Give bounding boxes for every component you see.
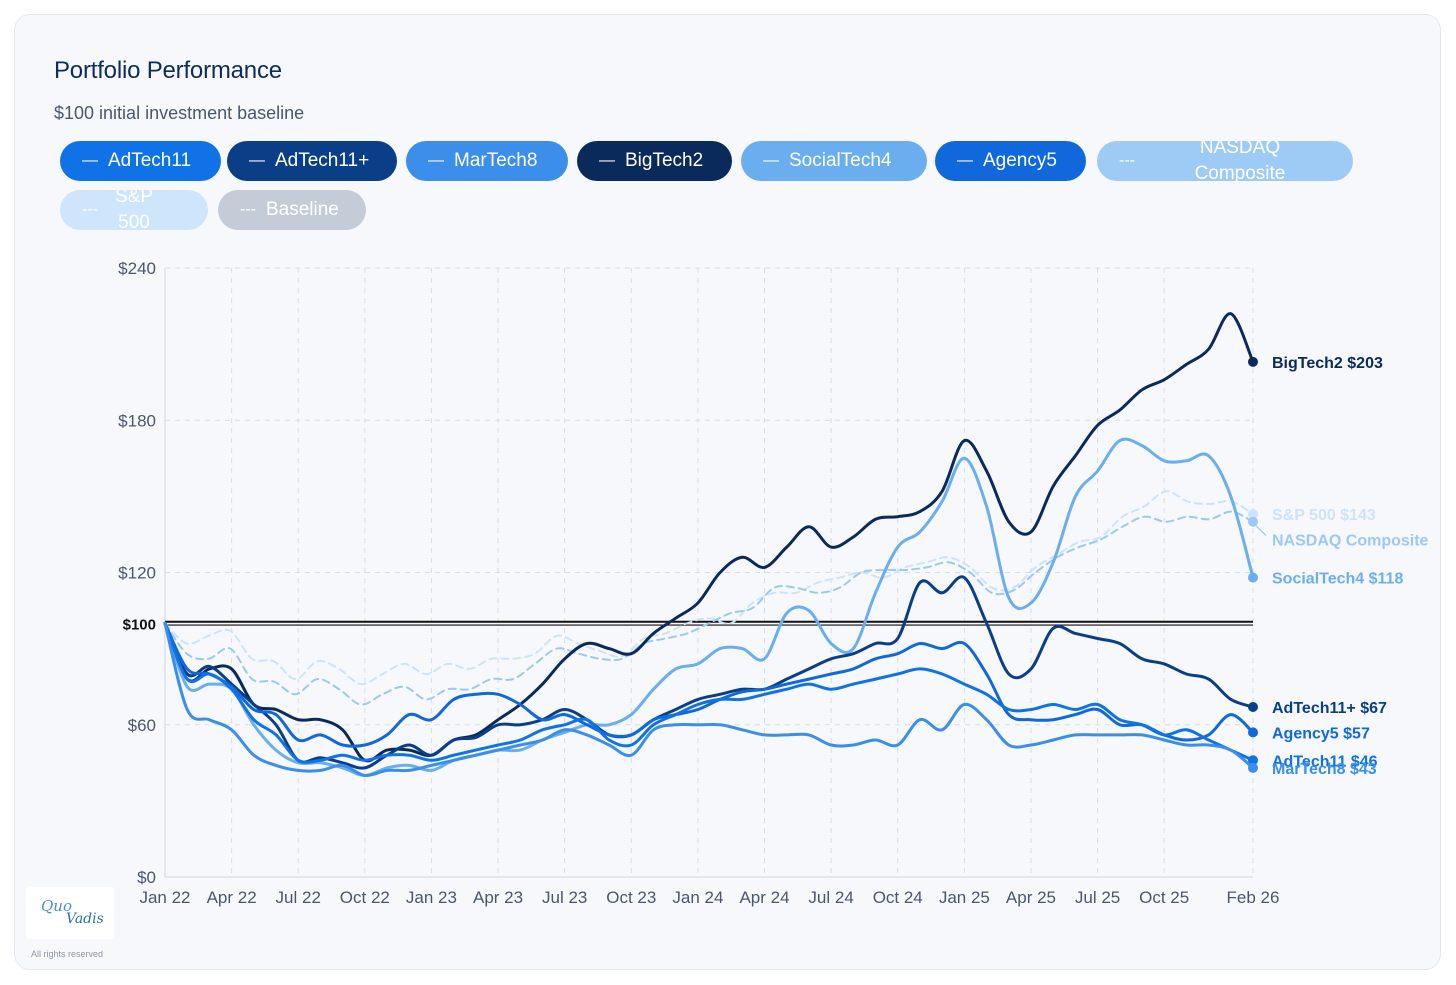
- series-end-marker: [1248, 509, 1258, 520]
- logo-text-vadis: Vadis: [66, 911, 104, 927]
- x-tick-label: Jan 23: [406, 888, 457, 907]
- legend-marker: ---: [1119, 152, 1135, 169]
- legend-label: S&P 500: [114, 190, 153, 230]
- x-tick-label: Jul 23: [542, 888, 587, 907]
- series-end-label: S&P 500 $143: [1272, 507, 1376, 524]
- logo-text-quo: Quo: [41, 897, 72, 915]
- x-tick-label: Apr 22: [207, 888, 257, 907]
- series-line-s-p-500: [164, 490, 1254, 686]
- y-tick-label: $240: [118, 259, 156, 278]
- x-tick-label: Apr 25: [1006, 888, 1056, 907]
- x-tick-label: Jan 24: [672, 888, 723, 907]
- series-end-marker: [1248, 356, 1258, 367]
- series-end-label: AdTech11 $46: [1272, 753, 1378, 770]
- legend-pill-nasdaq[interactable]: --- NASDAQ Composite: [1097, 141, 1353, 181]
- series-end-marker: [1248, 762, 1258, 773]
- legend-label: Baseline: [265, 199, 339, 220]
- series-line-nasdaq-composite: [164, 510, 1254, 706]
- y-tick-label: $60: [128, 716, 156, 735]
- legend-pill-adtech11[interactable]: — AdTech11: [60, 141, 221, 181]
- x-tick-label: Jul 22: [276, 888, 321, 907]
- legend-marker: —: [599, 152, 615, 169]
- legend-marker: —: [249, 152, 265, 169]
- x-tick-label: Jul 24: [808, 888, 853, 907]
- legend-label: Agency5: [983, 150, 1057, 171]
- legend-label: MarTech8: [454, 150, 538, 171]
- legend-label: SocialTech4: [789, 150, 892, 171]
- x-tick-label: Feb 26: [1227, 888, 1280, 907]
- x-tick-label: Jan 22: [139, 888, 190, 907]
- x-tick-label: Oct 24: [873, 888, 923, 907]
- series-line-adtech11: [163, 621, 1255, 764]
- legend-pill-martech8[interactable]: — MarTech8: [406, 141, 568, 181]
- series-end-label: AdTech11+ $67: [1272, 700, 1387, 717]
- series-end-label: NASDAQ Composite: [1272, 533, 1429, 550]
- legend-marker: —: [82, 152, 98, 169]
- legend-label: NASDAQ Composite: [1194, 141, 1286, 181]
- legend-marker: —: [428, 152, 444, 169]
- legend-pill-bigtech2[interactable]: — BigTech2: [577, 141, 732, 181]
- legend-pill-socialtech4[interactable]: — SocialTech4: [741, 141, 927, 181]
- series-end-label: SocialTech4 $118: [1272, 571, 1403, 588]
- legend-pill-sp500[interactable]: --- S&P 500: [60, 190, 208, 230]
- legend-pill-agency5[interactable]: — Agency5: [935, 141, 1086, 181]
- x-tick-label: Oct 23: [606, 888, 656, 907]
- series-end-label: MarTech8 $43: [1272, 761, 1377, 778]
- y-tick-label: $180: [118, 411, 156, 430]
- chart-subtitle: $100 initial investment baseline: [54, 103, 305, 123]
- legend-marker: ---: [82, 201, 98, 218]
- quo-vadis-logo: Quo Vadis: [26, 887, 114, 939]
- series-end-label: BigTech2 $203: [1272, 355, 1383, 372]
- x-tick-label: Oct 22: [340, 888, 390, 907]
- legend-pill-adtech11-plus[interactable]: — AdTech11+: [227, 141, 397, 181]
- series-end-marker: [1248, 701, 1258, 712]
- x-tick-label: Jul 25: [1075, 888, 1120, 907]
- chart-title: Portfolio Performance: [54, 57, 282, 84]
- x-tick-label: Oct 25: [1139, 888, 1189, 907]
- legend-label: AdTech11: [108, 150, 192, 171]
- series-line-socialtech4: [163, 437, 1255, 777]
- series-end-marker: [1248, 755, 1258, 766]
- legend-label: AdTech11+: [275, 150, 370, 171]
- legend-label: BigTech2: [625, 150, 704, 171]
- series-end-marker: [1248, 572, 1258, 583]
- x-tick-label: Apr 24: [739, 888, 789, 907]
- y-tick-label: $120: [118, 564, 156, 583]
- legend-marker: —: [763, 152, 779, 169]
- x-tick-label: Apr 23: [473, 888, 523, 907]
- rights-text: All rights reserved: [31, 949, 104, 959]
- y-tick-label: $100: [123, 616, 156, 633]
- x-tick-label: Jan 25: [939, 888, 990, 907]
- series-line-martech8: [163, 621, 1255, 778]
- legend-marker: ---: [240, 201, 256, 218]
- series-end-marker: [1248, 727, 1258, 738]
- series-line-adtech11-: [163, 575, 1255, 770]
- legend-pill-baseline[interactable]: --- Baseline: [218, 190, 366, 230]
- legend-marker: —: [957, 152, 973, 169]
- label-connector: [1255, 525, 1267, 536]
- y-tick-label: $0: [137, 868, 156, 887]
- series-line-agency5: [163, 621, 1255, 748]
- series-end-label: Agency5 $57: [1272, 725, 1370, 742]
- series-line-bigtech2: [163, 312, 1255, 763]
- series-end-marker: [1248, 516, 1258, 527]
